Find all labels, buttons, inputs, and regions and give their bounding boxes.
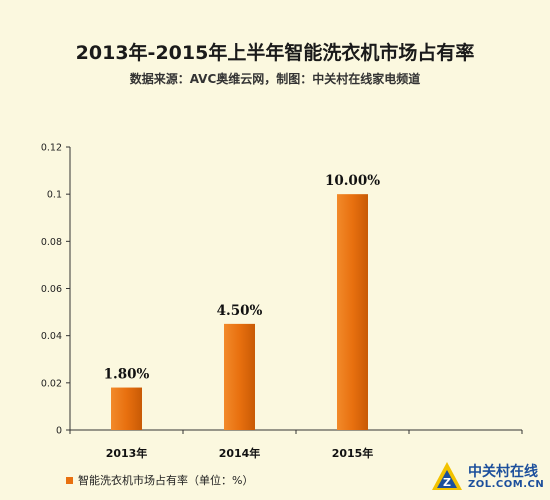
chart-legend: 智能洗衣机市场占有率（单位：%） <box>66 472 253 488</box>
watermark-line2: ZOL.COM.CN <box>468 479 545 490</box>
x-tick-label: 2015年 <box>332 446 374 460</box>
bar <box>337 194 368 430</box>
y-tick-label: 0.08 <box>41 237 62 248</box>
legend-swatch <box>66 476 73 484</box>
data-label: 10.00% <box>325 173 380 189</box>
svg-text:Z: Z <box>443 476 451 489</box>
chart-title: 2013年-2015年上半年智能洗衣机市场占有率 <box>75 42 475 64</box>
y-tick-label: 0.06 <box>41 284 62 295</box>
data-label: 1.80% <box>104 367 150 383</box>
y-tick-label: 0.02 <box>41 378 62 389</box>
y-tick-label: 0.1 <box>47 190 62 201</box>
bar <box>111 387 142 430</box>
legend-label: 智能洗衣机市场占有率（单位：%） <box>78 474 254 487</box>
zol-watermark: Z 中关村在线 ZOL.COM.CN <box>430 460 550 494</box>
y-tick-label: 0.12 <box>41 143 62 154</box>
x-tick-label: 2014年 <box>219 446 261 460</box>
watermark-line1: 中关村在线 <box>468 464 538 480</box>
zol-logo-icon: Z <box>432 462 462 490</box>
x-tick-label: 2013年 <box>106 446 148 460</box>
chart-subtitle: 数据来源：AVC奥维云网，制图：中关村在线家电频道 <box>129 72 421 86</box>
y-tick-label: 0.04 <box>41 331 62 342</box>
y-tick-label: 0 <box>56 426 62 437</box>
bar <box>224 323 255 430</box>
data-label: 4.50% <box>217 303 263 319</box>
